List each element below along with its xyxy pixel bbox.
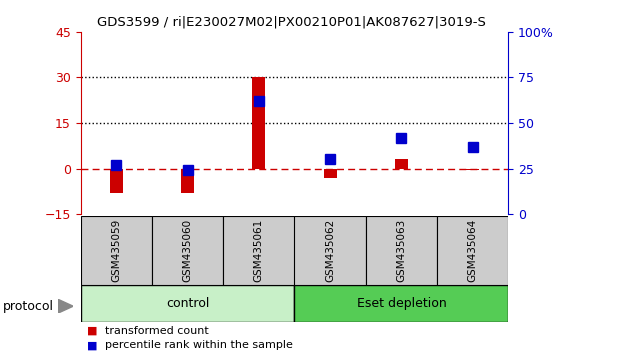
Text: GSM435061: GSM435061 bbox=[254, 219, 264, 282]
Bar bbox=[294, 285, 508, 322]
Bar bbox=[81, 216, 152, 285]
Text: control: control bbox=[166, 297, 209, 310]
Text: GSM435064: GSM435064 bbox=[467, 219, 478, 282]
Polygon shape bbox=[58, 299, 73, 313]
Bar bbox=[152, 216, 223, 285]
Bar bbox=[294, 216, 366, 285]
Text: protocol: protocol bbox=[3, 300, 54, 313]
Text: GSM435059: GSM435059 bbox=[111, 219, 122, 282]
Bar bbox=[252, 78, 265, 169]
Bar bbox=[437, 216, 508, 285]
Text: GDS3599 / ri|E230027M02|PX00210P01|AK087627|3019-S: GDS3599 / ri|E230027M02|PX00210P01|AK087… bbox=[97, 16, 486, 29]
Text: ■: ■ bbox=[87, 340, 97, 350]
Text: transformed count: transformed count bbox=[105, 326, 209, 336]
Text: ■: ■ bbox=[87, 326, 97, 336]
Text: GSM435063: GSM435063 bbox=[396, 219, 407, 282]
Text: Eset depletion: Eset depletion bbox=[356, 297, 446, 310]
Text: percentile rank within the sample: percentile rank within the sample bbox=[105, 340, 293, 350]
Bar bbox=[395, 159, 408, 169]
Bar bbox=[324, 169, 337, 178]
Bar bbox=[181, 169, 194, 193]
Bar bbox=[366, 216, 437, 285]
Bar bbox=[466, 169, 479, 170]
Bar bbox=[110, 169, 123, 193]
Bar bbox=[223, 216, 294, 285]
Text: GSM435062: GSM435062 bbox=[325, 219, 335, 282]
Text: GSM435060: GSM435060 bbox=[182, 219, 193, 282]
Bar bbox=[81, 285, 294, 322]
